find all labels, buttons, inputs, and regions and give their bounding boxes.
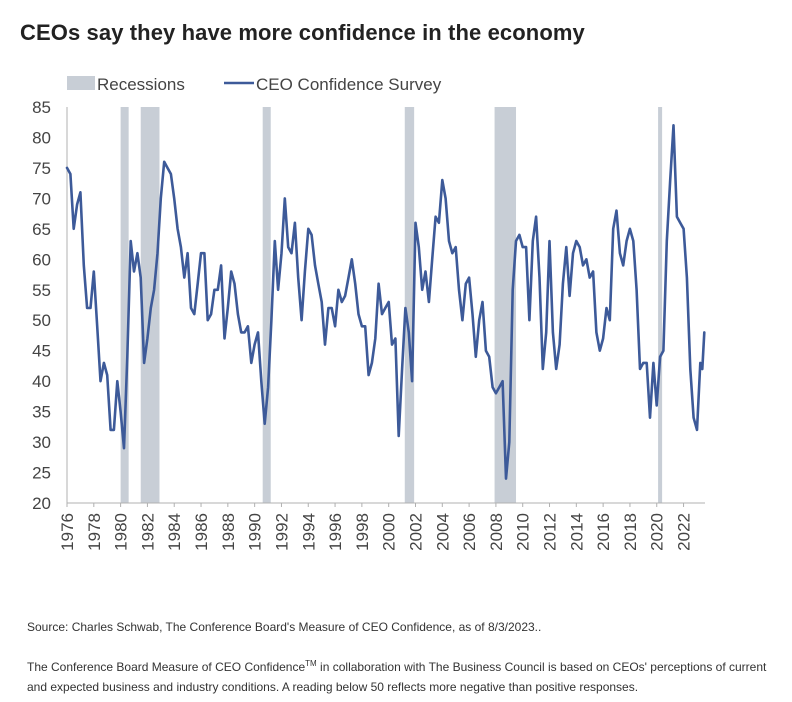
x-tick-labels: 1976 1978 1980 1982 1984 1986 1988 1990 1992 1994…	[58, 503, 694, 551]
y-tick-label: 60	[32, 250, 51, 269]
x-tick-label: 1988	[219, 513, 238, 551]
y-tick-label: 45	[32, 342, 51, 361]
x-tick-label: 1982	[138, 513, 157, 551]
y-tick-label: 70	[32, 189, 51, 208]
y-tick-labels: 20 25 30 35 40 45 50 55 60 65 70 75 80 85	[32, 98, 51, 513]
y-tick-label: 80	[32, 128, 51, 147]
chart-title: CEOs say they have more confidence in th…	[20, 20, 585, 45]
x-tick-label: 2012	[541, 513, 560, 551]
y-tick-label: 50	[32, 311, 51, 330]
x-tick-label: 2006	[460, 513, 479, 551]
series-line-path	[65, 124, 706, 480]
x-tick-label: 2000	[380, 513, 399, 551]
x-tick-label: 2022	[675, 513, 694, 551]
recession-band	[262, 107, 271, 503]
axes	[66, 107, 705, 504]
x-tick-label: 1994	[299, 513, 318, 551]
x-tick-label: 2002	[406, 513, 425, 551]
recession-bands	[120, 107, 663, 503]
x-tick-label: 2008	[487, 513, 506, 551]
trademark-mark: TM	[305, 659, 317, 668]
legend-series-label: CEO Confidence Survey	[256, 75, 442, 94]
ceo-confidence-chart: 20 25 30 35 40 45 50 55 60 65 70 75 80 85 1976 1978 198…	[32, 75, 706, 551]
x-tick-label: 1980	[112, 513, 131, 551]
recession-band	[658, 107, 663, 503]
note-text-end: in collaboration with The Business Counc…	[27, 660, 767, 694]
x-tick-label: 1984	[165, 513, 184, 551]
x-tick-label: 2016	[594, 513, 613, 551]
legend-recessions-label: Recessions	[97, 75, 185, 94]
x-tick-label: 2018	[621, 513, 640, 551]
x-tick-label: 1978	[85, 513, 104, 551]
x-tick-label: 2014	[567, 513, 586, 551]
legend-recessions-swatch	[67, 76, 95, 90]
y-tick-label: 35	[32, 403, 51, 422]
y-tick-label: 20	[32, 494, 51, 513]
source-note: Source: Charles Schwab, The Conference B…	[27, 620, 542, 634]
y-tick-label: 25	[32, 464, 51, 483]
x-tick-label: 1992	[272, 513, 291, 551]
x-tick-label: 1990	[246, 513, 265, 551]
series-line	[65, 124, 706, 480]
x-tick-label: 2004	[433, 513, 452, 551]
note-text-start: The Conference Board Measure of CEO Conf…	[27, 660, 306, 674]
x-tick-label: 2010	[514, 513, 533, 551]
x-tick-label: 2020	[648, 513, 667, 551]
legend: Recessions CEO Confidence Survey	[67, 75, 442, 94]
y-tick-label: 75	[32, 159, 51, 178]
methodology-note: The Conference Board Measure of CEO Conf…	[27, 654, 789, 697]
x-tick-label: 1986	[192, 513, 211, 551]
recession-band	[120, 107, 129, 503]
y-tick-label: 65	[32, 220, 51, 239]
y-tick-label: 85	[32, 98, 51, 117]
recession-band	[404, 107, 415, 503]
x-tick-label: 1976	[58, 513, 77, 551]
y-tick-label: 40	[32, 372, 51, 391]
x-tick-label: 1998	[353, 513, 372, 551]
y-tick-label: 55	[32, 281, 51, 300]
y-tick-label: 30	[32, 433, 51, 452]
x-tick-label: 1996	[326, 513, 345, 551]
